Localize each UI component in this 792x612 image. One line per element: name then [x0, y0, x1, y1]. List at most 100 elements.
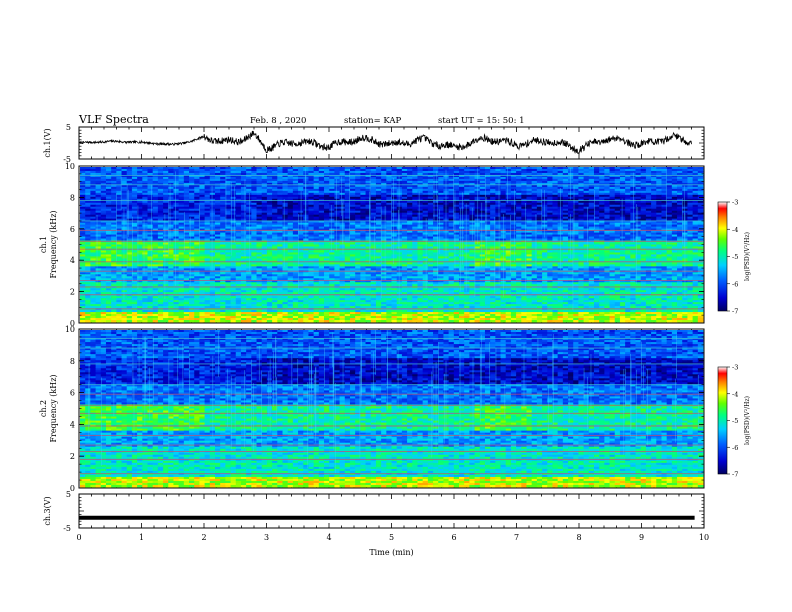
spectrogram-cell: [666, 236, 673, 239]
spectrogram-cell: [313, 212, 320, 216]
spectrogram-cell: [152, 184, 159, 188]
spectrogram-cell: [427, 218, 434, 222]
spectrogram-cell: [121, 188, 128, 192]
spectrogram-cell: [116, 212, 122, 216]
spectrogram-cell: [422, 218, 429, 222]
spectrogram-cell: [396, 208, 403, 212]
spectrogram-cell: [474, 212, 481, 216]
spectrogram-cell: [687, 188, 694, 192]
spectrogram-cell: [147, 206, 154, 210]
spectrogram-cell: [490, 212, 496, 216]
spectrogram-cell: [126, 192, 133, 196]
spectrogram-cell: [370, 204, 377, 208]
spectrogram-cell: [355, 186, 361, 190]
spectrogram-cell: [261, 190, 268, 194]
spectrogram-cell: [277, 168, 283, 172]
spectrogram-cell: [536, 222, 543, 226]
spectrogram-cell: [619, 190, 626, 194]
spectrogram-cell: [422, 226, 429, 230]
spectrogram-cell: [266, 230, 273, 233]
spectrogram-cell: [588, 202, 595, 206]
spectrogram-cell: [173, 167, 180, 170]
spectrogram-cell: [552, 192, 559, 196]
spectrogram-cell: [671, 182, 678, 186]
spectrogram-cell: [604, 180, 610, 184]
spectrogram-cell: [261, 184, 268, 188]
spectrogram-cell: [355, 198, 361, 202]
spectrogram-cell: [427, 202, 434, 206]
spectrogram-cell: [438, 176, 444, 180]
spectrogram-cell: [666, 206, 673, 210]
spectrogram-cell: [568, 172, 574, 176]
spectrogram-cell: [126, 176, 133, 180]
spectrogram-cell: [163, 222, 169, 226]
spectrogram-cell: [692, 238, 699, 241]
spectrogram-cell: [183, 206, 190, 210]
spectrogram-cell: [168, 188, 174, 192]
spectrogram-cell: [666, 238, 673, 241]
spectrogram-cell: [661, 222, 668, 226]
station-label: station= KAP: [344, 116, 402, 126]
spectrogram-cell: [407, 170, 413, 174]
spectrogram-cell: [448, 220, 455, 224]
spectrogram-cell: [189, 167, 195, 170]
spectrogram-cell: [168, 238, 174, 241]
spectrogram-cell: [562, 242, 569, 245]
spectrogram-cell: [526, 180, 533, 184]
spectrogram-cell: [552, 170, 559, 174]
spectrogram-cell: [661, 190, 668, 194]
spectrogram-cell: [464, 168, 470, 172]
spectrogram-cell: [111, 196, 117, 200]
spectrogram-cell: [152, 196, 159, 200]
spectrogram-cell: [214, 204, 221, 208]
spectrogram-cell: [651, 190, 657, 194]
spectrogram-cell: [578, 196, 584, 200]
spectrogram-cell: [453, 232, 460, 235]
spectrogram-cell: [126, 198, 133, 202]
spectrogram-cell: [635, 196, 642, 200]
spectrogram-cell: [360, 242, 366, 245]
spectrogram-cell: [536, 224, 543, 228]
spectrogram-cell: [126, 226, 133, 230]
spectrogram-cell: [334, 176, 340, 180]
spectrogram-cell: [692, 218, 699, 222]
spectrogram-cell: [256, 226, 263, 230]
spectrogram-cell: [495, 167, 501, 170]
spectrogram-cell: [640, 182, 647, 186]
spectrogram-cell: [453, 222, 460, 226]
spectrogram-cell: [531, 238, 538, 241]
spectrogram-cell: [95, 172, 102, 176]
spectrogram-cell: [578, 190, 584, 194]
spectrogram-cell: [448, 180, 455, 184]
spectrogram-cell: [593, 182, 600, 186]
spectrogram-cell: [220, 210, 226, 214]
spectrogram-cell: [474, 222, 481, 226]
spectrogram-cell: [126, 222, 133, 226]
spectrogram-cell: [142, 206, 148, 210]
spectrogram-cell: [510, 180, 517, 184]
spectrogram-cell: [438, 218, 444, 222]
spectrogram-cell: [360, 192, 366, 196]
spectrogram-cell: [209, 214, 216, 218]
spectrogram-cell: [349, 198, 356, 202]
spectrogram-cell: [448, 198, 455, 202]
spectrogram-cell: [121, 198, 128, 202]
spectrogram-cell: [308, 220, 315, 224]
spectrogram-cell: [157, 228, 164, 231]
spectrogram-cell: [583, 228, 590, 231]
spectrogram-cell: [401, 200, 408, 204]
spectrogram-cell: [604, 224, 610, 228]
spectrogram-cell: [417, 192, 424, 196]
spectrogram-cell: [324, 200, 330, 204]
spectrogram-cell: [142, 186, 148, 190]
spectrogram-cell: [614, 178, 621, 182]
spectrogram-cell: [682, 180, 688, 184]
spectrogram-cell: [370, 198, 377, 202]
spectrogram-cell: [168, 200, 174, 204]
spectrogram-cell: [116, 208, 122, 212]
spectrogram-cell: [355, 212, 361, 216]
spectrogram-cell: [671, 180, 678, 184]
spectrogram-cell: [157, 196, 164, 200]
spectrogram-cell: [412, 242, 418, 245]
spectrogram-cell: [272, 244, 278, 247]
